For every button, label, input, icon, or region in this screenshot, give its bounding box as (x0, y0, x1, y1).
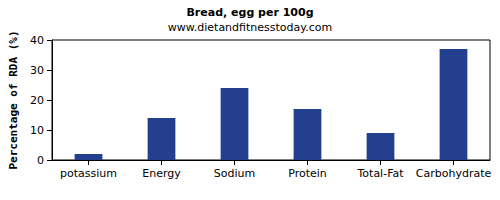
svg-text:Energy: Energy (142, 167, 181, 180)
svg-text:Sodium: Sodium (214, 167, 255, 180)
svg-text:0: 0 (37, 154, 44, 167)
svg-text:Carbohydrate: Carbohydrate (416, 167, 492, 180)
svg-text:Percentage of RDA (%): Percentage of RDA (%) (7, 30, 20, 169)
svg-text:potassium: potassium (60, 167, 117, 180)
svg-text:10: 10 (30, 124, 44, 137)
svg-text:20: 20 (30, 94, 44, 107)
svg-text:Bread, egg per 100g: Bread, egg per 100g (186, 6, 313, 19)
svg-text:www.dietandfitnesstoday.com: www.dietandfitnesstoday.com (168, 21, 332, 34)
svg-text:Protein: Protein (288, 167, 327, 180)
svg-text:Total-Fat: Total-Fat (356, 167, 404, 180)
svg-text:40: 40 (30, 34, 44, 47)
svg-text:30: 30 (30, 64, 44, 77)
